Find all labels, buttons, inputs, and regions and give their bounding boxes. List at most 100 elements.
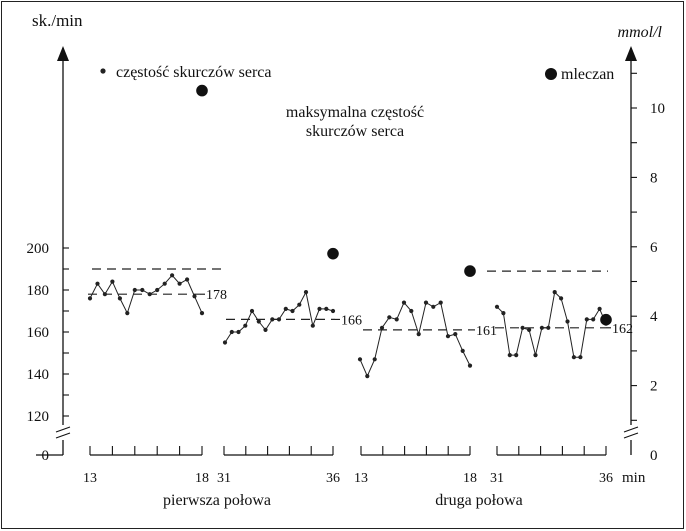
x-tick-label: 13 (83, 471, 97, 486)
hr-point (514, 353, 519, 358)
x-tick-label: 36 (599, 471, 613, 486)
hr-point (431, 304, 436, 309)
hr-series-line (89, 274, 203, 315)
hr-point (140, 287, 145, 293)
x-tick-label: 31 (490, 471, 504, 486)
max-hr-label-line1: maksymalna częstość (286, 104, 424, 121)
hr-point (584, 317, 589, 322)
right-tick-label: 8 (650, 170, 658, 186)
hr-point (409, 308, 414, 314)
hr-series-line (224, 290, 334, 343)
hr-point (330, 308, 336, 314)
hr-point (243, 323, 248, 328)
hr-point (125, 311, 130, 316)
hr-point (170, 273, 175, 278)
hr-point (177, 281, 182, 286)
hr-point (310, 323, 315, 328)
lactate-point (600, 313, 612, 326)
hr-point (290, 308, 295, 314)
mean-hr-label: 178 (206, 288, 227, 303)
hr-point (102, 292, 107, 297)
hr-point (132, 287, 137, 293)
hr-point (199, 311, 205, 316)
hr-point (117, 296, 122, 301)
right-axis-label: mmol/l (618, 24, 663, 41)
hr-point (533, 353, 538, 358)
hr-point (185, 277, 190, 282)
left-tick-label: 120 (27, 409, 50, 425)
hr-point (438, 300, 443, 305)
hr-point (416, 332, 421, 337)
first-half-label: pierwsza połowa (163, 492, 271, 509)
left-axis-arrow (57, 46, 69, 61)
hr-point (527, 327, 532, 332)
hr-point (591, 317, 596, 322)
x-tick-label: 36 (326, 471, 340, 486)
left-tick-label: 0 (42, 448, 50, 464)
hr-point (379, 325, 385, 330)
legend-heart-rate-marker (100, 68, 106, 74)
legend-lactate-label: mleczan (561, 66, 614, 83)
hr-point (520, 325, 525, 330)
plot-area: 178 166 161 162 (87, 84, 633, 379)
hr-point (565, 319, 570, 324)
x-tick-label: 31 (217, 471, 231, 486)
right-axis-arrow (625, 46, 637, 61)
hr-point (546, 325, 551, 330)
hr-point (147, 292, 152, 297)
hr-point (95, 281, 100, 286)
hr-series-line (496, 291, 607, 358)
hr-point (297, 302, 302, 307)
x-tick-label: 18 (463, 471, 477, 486)
second-half-label: druga połowa (435, 492, 523, 509)
hr-point (507, 353, 512, 358)
hr-point (317, 306, 322, 311)
x-tick-label: 18 (195, 471, 209, 486)
hr-point (539, 325, 545, 330)
hr-point (494, 304, 500, 309)
right-tick-label: 6 (650, 240, 658, 256)
legend-heart-rate-label: częstość skurczów serca (116, 64, 271, 81)
lactate-point (464, 265, 476, 277)
hr-point (559, 296, 564, 301)
axes: 200 180 160 140 120 0 10 8 6 4 2 0 13 18 31 36 13 18 31 36 m… (27, 46, 665, 509)
left-tick-label: 200 (27, 241, 50, 257)
left-tick-label: 140 (27, 367, 50, 383)
hr-point (597, 306, 602, 311)
hr-point (552, 290, 557, 295)
left-tick-label: 180 (27, 283, 50, 299)
mean-hr-label: 166 (341, 313, 362, 328)
hr-point (236, 329, 241, 335)
hr-point (324, 306, 329, 311)
hr-point (578, 355, 583, 360)
hr-point (155, 287, 160, 293)
hr-point (365, 374, 370, 379)
hr-point (387, 315, 392, 320)
right-tick-label: 4 (650, 309, 658, 325)
x-tick-label: 13 (354, 471, 368, 486)
hr-point (87, 296, 93, 301)
mean-hr-label: 162 (612, 322, 633, 337)
hr-point (276, 317, 282, 322)
left-axis-label: sk./min (32, 11, 83, 30)
hr-point (394, 317, 399, 322)
hr-point (283, 306, 288, 311)
hr-point (303, 290, 309, 295)
left-tick-label: 160 (27, 325, 50, 341)
hr-point (423, 300, 429, 305)
hr-point (372, 357, 377, 362)
hr-point (445, 334, 451, 339)
max-hr-label-line2: skurczów serca (306, 123, 404, 140)
hr-point (357, 357, 363, 362)
right-tick-label: 0 (650, 448, 658, 464)
x-axis-unit-label: min (622, 470, 646, 486)
left-axis-break (55, 426, 71, 439)
hr-point (110, 279, 115, 284)
hr-point (571, 355, 577, 360)
right-axis-break (623, 426, 639, 439)
legend-lactate-marker (545, 68, 557, 80)
hr-point (460, 348, 465, 353)
right-tick-label: 2 (650, 379, 658, 395)
